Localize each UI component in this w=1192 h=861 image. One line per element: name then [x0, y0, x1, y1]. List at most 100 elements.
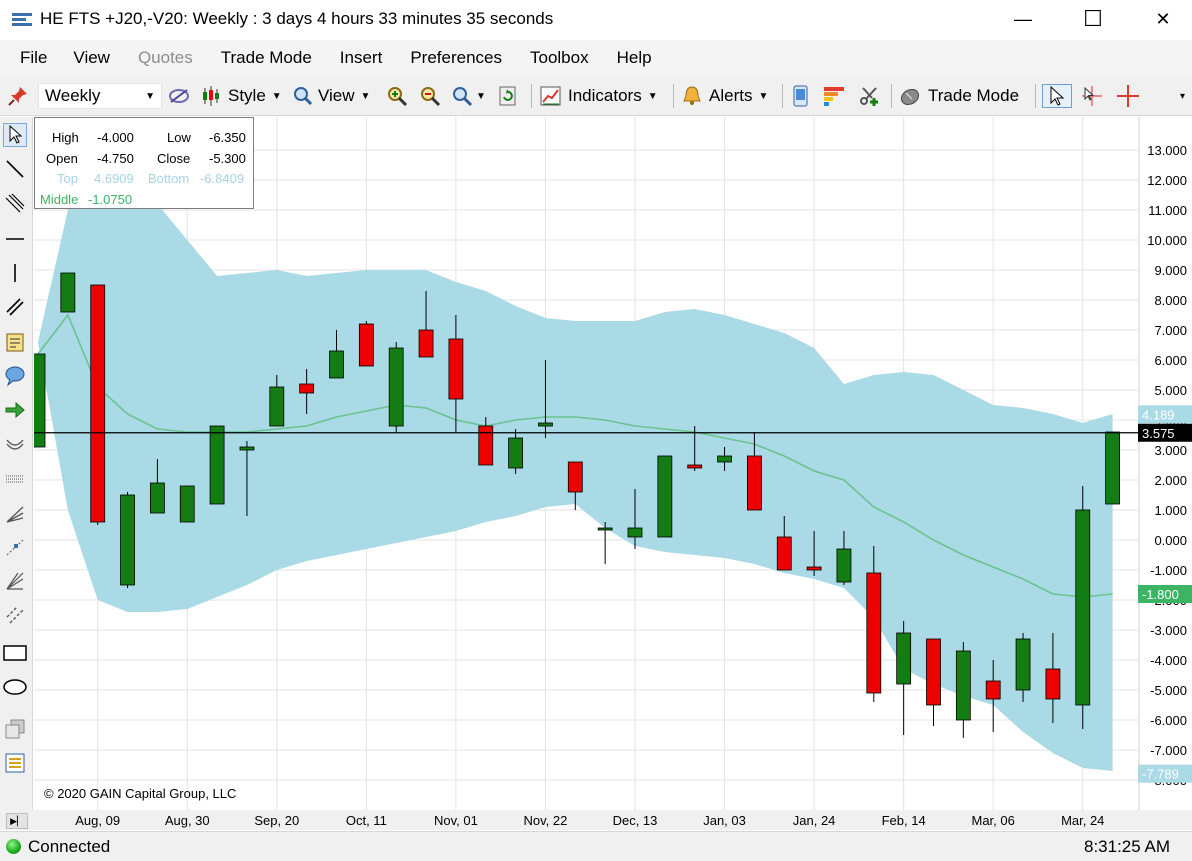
fibonacci-fan-icon[interactable] [3, 502, 27, 526]
zoom-out-icon[interactable] [418, 84, 444, 108]
alerts-menu[interactable]: Alerts ▼ [681, 84, 768, 108]
candle-body-down[interactable] [478, 425, 494, 466]
candle [747, 432, 762, 511]
candle-body-up[interactable] [597, 527, 613, 531]
chart-footer: ▶▏ Aug, 09 Aug, 30 Sep, 20 Oct, 11 Nov, 01 No… [0, 810, 1192, 830]
candle-body-down[interactable] [1045, 668, 1061, 700]
candle [1105, 431, 1120, 505]
style-menu[interactable]: Style ▼ [202, 84, 282, 108]
candle-body-up[interactable] [627, 527, 643, 538]
candle-body-up[interactable] [34, 353, 46, 448]
candle-body-up[interactable] [1015, 638, 1031, 691]
ohlc-info-box: High -4.000 Low -6.350 Open -4.750 Close… [34, 117, 254, 209]
candle-body-down[interactable] [358, 323, 374, 367]
candle-body-down[interactable] [567, 461, 583, 493]
menu-insert[interactable]: Insert [339, 48, 383, 67]
menu-file[interactable]: File [20, 48, 48, 67]
copy-tool-icon[interactable] [3, 717, 27, 741]
parallel-lines-icon[interactable] [3, 295, 27, 319]
ellipse-icon[interactable] [3, 675, 27, 699]
candle-body-up[interactable] [329, 350, 344, 379]
candle-body-up[interactable] [120, 494, 135, 586]
candle-body-down[interactable] [985, 680, 1001, 700]
maximize-button[interactable]: ☐ [1083, 6, 1103, 31]
candle-body-up[interactable] [150, 482, 165, 514]
cut-paste-icon[interactable] [858, 84, 884, 108]
arc-icon[interactable] [3, 431, 27, 455]
candle-body-up[interactable] [60, 272, 76, 313]
ruler-icon[interactable] [3, 467, 27, 491]
pin-icon[interactable] [6, 84, 32, 108]
close-button[interactable]: ✕ [1155, 8, 1171, 29]
candle-body-up[interactable] [239, 446, 255, 451]
expand-panel-button[interactable]: ▶▏ [6, 813, 28, 829]
rectangle-icon[interactable] [3, 641, 27, 665]
candle [627, 489, 643, 549]
candle-body-up[interactable] [1105, 431, 1120, 505]
candle-body-up[interactable] [717, 455, 732, 463]
menu-quotes[interactable]: Quotes [137, 48, 193, 67]
menu-preferences[interactable]: Preferences [410, 48, 502, 67]
crosshair-sync-icon[interactable] [167, 84, 195, 108]
candle-body-down[interactable] [926, 638, 941, 706]
candle-body-up[interactable] [1075, 509, 1091, 706]
refresh-icon[interactable] [497, 84, 521, 108]
candle-body-up[interactable] [955, 650, 971, 721]
menu-help[interactable]: Help [616, 48, 652, 67]
candle-body-down[interactable] [866, 572, 882, 694]
menu-toolbox[interactable]: Toolbox [530, 48, 589, 67]
crosshair-icon[interactable] [1116, 84, 1142, 108]
period-select[interactable]: Weekly ▼ [38, 83, 162, 109]
candle-body-down[interactable] [448, 338, 464, 400]
color-scheme-icon[interactable] [822, 84, 848, 108]
horizontal-line-icon[interactable] [3, 227, 27, 251]
candle-body-up[interactable] [538, 422, 553, 427]
toolbar: Weekly ▼ Style ▼ View ▼ ▼ Indicators ▼ [0, 76, 1192, 116]
zoom-in-icon[interactable] [385, 84, 411, 108]
magnifier-icon [292, 84, 314, 108]
x-tick-label: Mar, 06 [971, 813, 1015, 828]
arrow-icon[interactable] [3, 398, 27, 422]
parallel-channel-icon[interactable] [3, 191, 27, 215]
candle-body-up[interactable] [269, 386, 285, 427]
trend-line-icon[interactable] [3, 157, 27, 181]
crosshair-cursor-icon[interactable] [1080, 84, 1108, 108]
trade-ticket-icon[interactable] [790, 84, 814, 108]
candle-body-down[interactable] [687, 464, 703, 469]
candle [985, 660, 1001, 732]
candle-body-down[interactable] [806, 566, 822, 571]
candle-body-up[interactable] [179, 485, 195, 523]
callout-icon[interactable] [3, 364, 27, 388]
candle-body-down[interactable] [776, 536, 792, 571]
gann-tool-icon[interactable] [3, 535, 27, 559]
zoom-menu[interactable]: ▼ [450, 84, 490, 108]
vertical-line-icon[interactable] [3, 261, 27, 285]
note-icon[interactable] [3, 330, 27, 354]
cursor-pointer-button[interactable] [1042, 84, 1072, 108]
candle-body-up[interactable] [657, 455, 673, 538]
menu-view[interactable]: View [73, 48, 110, 67]
price-chart[interactable]: 13.000 12.000 11.000 10.000 9.000 8.000 7.000 6… [34, 117, 1192, 810]
trade-mode-button[interactable]: Trade Mode [898, 84, 1019, 108]
speed-lines-icon[interactable] [3, 569, 27, 593]
candle-body-down[interactable] [747, 455, 762, 511]
minimize-button[interactable]: — [1014, 8, 1032, 29]
drawing-toolbar [0, 117, 33, 810]
candle-body-down[interactable] [418, 329, 434, 358]
indicators-menu[interactable]: Indicators ▼ [540, 84, 658, 108]
candle-body-up[interactable] [896, 632, 912, 685]
candle-body-down[interactable] [90, 284, 106, 523]
view-menu[interactable]: View ▼ [292, 84, 370, 108]
y-tick-label: 5.000 [1154, 383, 1187, 398]
menu-trade-mode[interactable]: Trade Mode [220, 48, 312, 67]
regression-channel-icon[interactable] [3, 603, 27, 627]
candle-body-down[interactable] [299, 383, 315, 394]
candle-body-up[interactable] [209, 425, 225, 505]
candle-body-up[interactable] [388, 347, 404, 427]
pointer-tool-icon[interactable] [3, 123, 27, 147]
candle-body-up[interactable] [836, 548, 852, 583]
object-list-icon[interactable] [3, 751, 27, 775]
toolbar-overflow-icon[interactable]: ▾ [1180, 90, 1186, 102]
candle-body-up[interactable] [508, 437, 524, 469]
chart-area[interactable]: 13.000 12.000 11.000 10.000 9.000 8.000 7.000 6… [34, 117, 1192, 810]
